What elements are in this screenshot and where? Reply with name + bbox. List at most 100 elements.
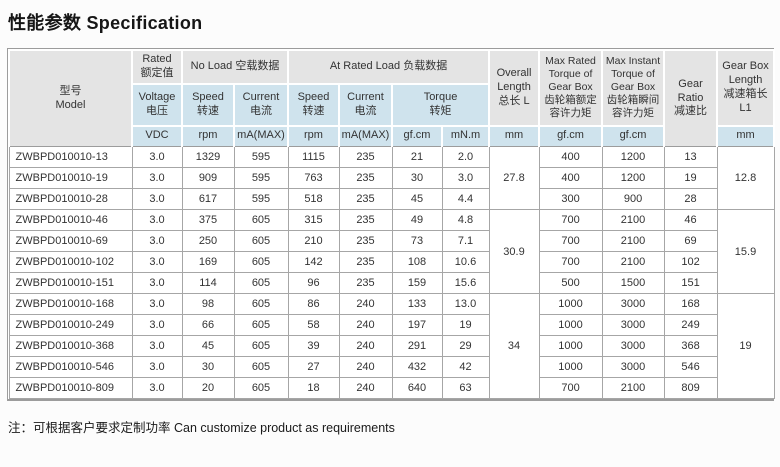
table-row: ZWBPD010010-168 3.0 98 605 86 240 133 13.0 34 100… — [8, 293, 775, 399]
cell-rl-current: 240 — [338, 356, 393, 378]
header-torque: Torque 转矩 — [390, 82, 491, 127]
header-max-instant-torque: Max Instant Torque of Gear Box 齿轮箱瞬间 容许力… — [601, 49, 666, 127]
cell-rl-current: 235 — [338, 272, 393, 294]
table-row: ZWBPD010010-368 3.0 45 605 39 240 291 29 1000 300… — [8, 335, 774, 357]
page-title: 性能参数 Specification — [8, 13, 203, 33]
cell-voltage: 3.0 — [131, 356, 183, 378]
model-cell: ZWBPD010010-69 — [8, 230, 133, 252]
cell-voltage: 3.0 — [131, 335, 183, 357]
cell-nl-speed: 20 — [181, 377, 235, 399]
model-cell: ZWBPD010010-168 — [8, 293, 133, 315]
unit-voltage: VDC — [131, 124, 183, 147]
cell-max-rated: 300 — [538, 188, 603, 210]
header-row-columns: Voltage 电压 Speed 转速 Current 电流 Speed 转速 … — [9, 82, 774, 127]
cell-max-instant: 2100 — [601, 377, 665, 399]
cell-torque-gfcm: 432 — [391, 356, 443, 378]
cell-rl-speed: 86 — [287, 293, 340, 315]
header-voltage: Voltage 电压 — [131, 82, 183, 127]
cell-max-instant: 1500 — [601, 272, 665, 294]
unit-current-no-load: mA(MAX) — [233, 124, 289, 147]
cell-max-rated: 400 — [538, 146, 603, 168]
header-speed-rated: Speed 转速 — [287, 82, 340, 127]
table-row: ZWBPD010010-46 3.0 375 605 315 235 49 4.8 30.9 70… — [8, 209, 775, 294]
cell-gear-ratio: 249 — [663, 314, 718, 336]
cell-voltage: 3.0 — [131, 188, 183, 210]
cell-nl-current: 605 — [233, 293, 289, 315]
header-row-units: VDC rpm mA(MAX) rpm mA(MAX) gf.cm mN.m m… — [9, 124, 776, 147]
cell-rl-speed: 763 — [287, 167, 340, 189]
cell-max-rated: 1000 — [538, 293, 603, 315]
cell-max-instant: 2100 — [601, 209, 665, 231]
cell-overall-length: 27.8 — [488, 146, 540, 210]
cell-max-instant: 2100 — [601, 251, 665, 273]
cell-rl-speed: 18 — [287, 377, 340, 399]
model-cell: ZWBPD010010-102 — [8, 251, 133, 273]
cell-gear-box-length: 12.8 — [716, 146, 775, 210]
cell-torque-mnm: 63 — [441, 377, 490, 399]
table-row: ZWBPD010010-13 3.0 1329 595 1115 235 21 2.0 27.8… — [8, 146, 775, 210]
cell-nl-speed: 30 — [181, 356, 235, 378]
header-rated: Rated 额定值 — [131, 49, 183, 85]
cell-voltage: 3.0 — [131, 314, 183, 336]
cell-max-instant: 3000 — [601, 356, 665, 378]
cell-rl-current: 240 — [338, 377, 393, 399]
cell-max-instant: 3000 — [601, 293, 665, 315]
model-cell: ZWBPD010010-46 — [8, 209, 133, 231]
cell-voltage: 3.0 — [131, 167, 183, 189]
cell-gear-ratio: 546 — [663, 356, 718, 378]
table-row: ZWBPD010010-102 3.0 169 605 142 235 108 10.6 700… — [8, 251, 774, 273]
model-cell: ZWBPD010010-809 — [8, 377, 133, 399]
unit-max-instant-torque: gf.cm — [601, 124, 666, 147]
cell-nl-current: 595 — [233, 146, 289, 168]
cell-rl-speed: 27 — [287, 356, 340, 378]
header-no-load: No Load 空载数据 — [181, 49, 289, 85]
cell-max-instant: 3000 — [601, 335, 665, 357]
cell-max-rated: 500 — [538, 272, 603, 294]
cell-max-instant: 1200 — [601, 146, 665, 168]
cell-torque-gfcm: 640 — [391, 377, 443, 399]
cell-nl-current: 605 — [233, 335, 289, 357]
cell-overall-length: 34 — [488, 293, 540, 399]
cell-rl-current: 235 — [338, 209, 393, 231]
cell-gear-ratio: 19 — [663, 167, 718, 189]
cell-torque-mnm: 29 — [441, 335, 490, 357]
cell-nl-current: 605 — [233, 251, 289, 273]
model-cell: ZWBPD010010-19 — [8, 167, 133, 189]
model-cell: ZWBPD010010-151 — [8, 272, 133, 294]
model-cell: ZWBPD010010-368 — [8, 335, 133, 357]
cell-voltage: 3.0 — [131, 377, 183, 399]
cell-nl-speed: 66 — [181, 314, 235, 336]
cell-max-rated: 700 — [538, 230, 603, 252]
cell-torque-gfcm: 133 — [391, 293, 443, 315]
unit-torque-gfcm: gf.cm — [391, 124, 443, 147]
cell-nl-current: 605 — [233, 230, 289, 252]
cell-gear-ratio: 28 — [663, 188, 718, 210]
cell-torque-gfcm: 291 — [391, 335, 443, 357]
spec-table-body: ZWBPD010010-13 3.0 1329 595 1115 235 21 2.0 27.8… — [8, 146, 775, 399]
cell-voltage: 3.0 — [131, 272, 183, 294]
cell-gear-ratio: 102 — [663, 251, 718, 273]
cell-gear-box-length: 15.9 — [716, 209, 775, 294]
cell-rl-speed: 142 — [287, 251, 340, 273]
cell-rl-current: 235 — [338, 230, 393, 252]
cell-gear-ratio: 151 — [663, 272, 718, 294]
cell-gear-ratio: 809 — [663, 377, 718, 399]
cell-voltage: 3.0 — [131, 209, 183, 231]
cell-nl-current: 605 — [233, 314, 289, 336]
cell-rl-speed: 518 — [287, 188, 340, 210]
cell-nl-current: 605 — [233, 272, 289, 294]
cell-torque-mnm: 7.1 — [441, 230, 490, 252]
cell-torque-gfcm: 159 — [391, 272, 443, 294]
cell-gear-ratio: 13 — [663, 146, 718, 168]
cell-rl-speed: 1115 — [287, 146, 340, 168]
cell-nl-current: 605 — [233, 356, 289, 378]
cell-torque-mnm: 4.4 — [441, 188, 490, 210]
cell-nl-speed: 250 — [181, 230, 235, 252]
cell-nl-speed: 617 — [181, 188, 235, 210]
unit-current-rated: mA(MAX) — [338, 124, 393, 147]
table-row: ZWBPD010010-19 3.0 909 595 763 235 30 3.0 400 120… — [8, 167, 774, 189]
cell-torque-mnm: 19 — [441, 314, 490, 336]
cell-overall-length: 30.9 — [488, 209, 540, 294]
header-current-rated: Current 电流 — [338, 82, 393, 127]
cell-nl-current: 595 — [233, 167, 289, 189]
